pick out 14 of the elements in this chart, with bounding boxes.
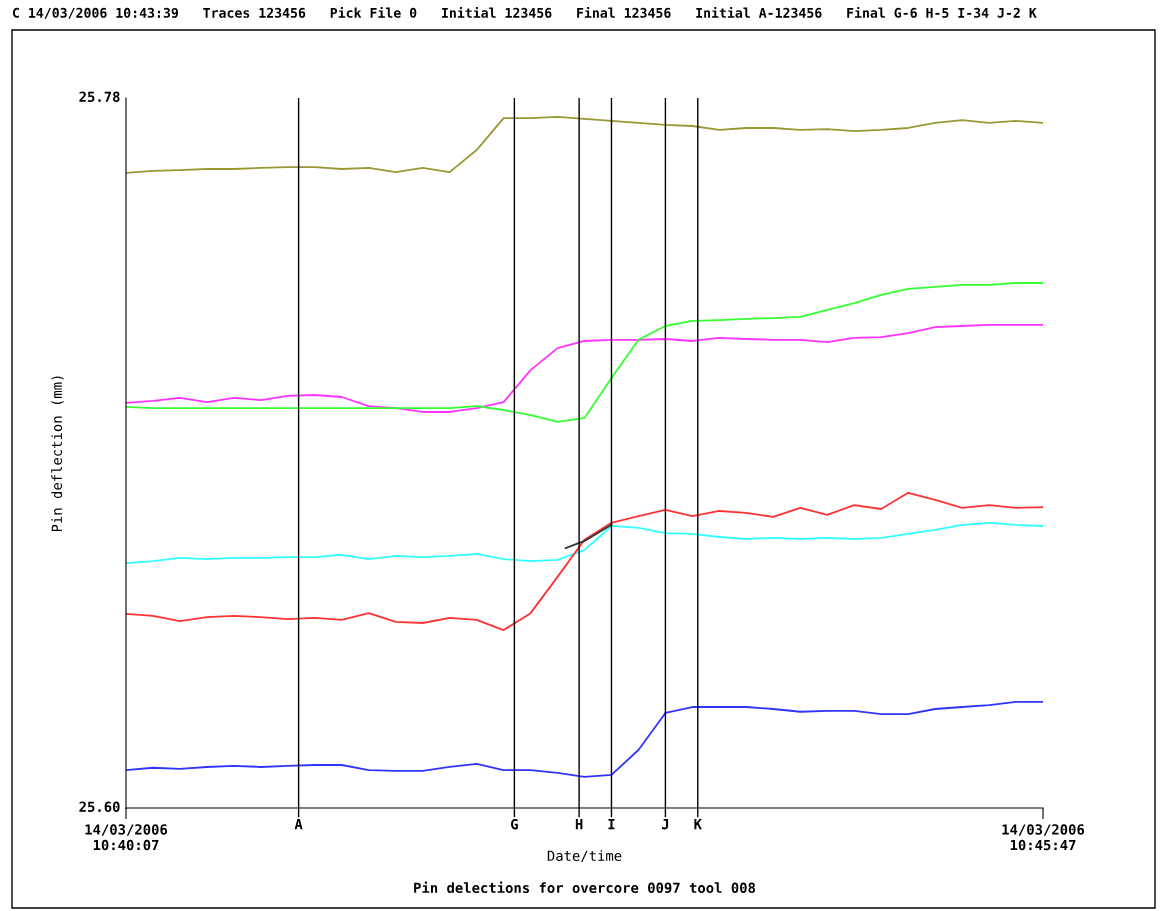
ref-line-label: I	[608, 819, 615, 830]
ref-line-label: G	[510, 818, 518, 830]
y-tick-label: 25.78	[79, 91, 120, 103]
x-tick-label: 14/03/2006 10:40:07	[85, 824, 168, 851]
ref-line-label: K	[694, 819, 702, 830]
ref-line-label: H	[575, 819, 583, 830]
text: Pin delections for overcore 0097 tool 008	[414, 881, 756, 894]
ref-line-label: J	[661, 819, 669, 830]
x-axis-title: Date/time	[547, 850, 622, 863]
y-tick-label: 25.60	[79, 801, 120, 813]
y-axis-title: Pin deflection (mm)	[51, 376, 64, 532]
chart-title: C 14/03/2006 10:43:39 Traces 123456 Pick File 0 Initial 123456 Final 123456 Initial A-123456 Final G-6 H-5 I-34 J-2 K	[12, 6, 1037, 19]
x-tick-label: 14/03/2006 10:45:47	[1002, 824, 1085, 851]
ref-line-label: A	[294, 819, 303, 830]
